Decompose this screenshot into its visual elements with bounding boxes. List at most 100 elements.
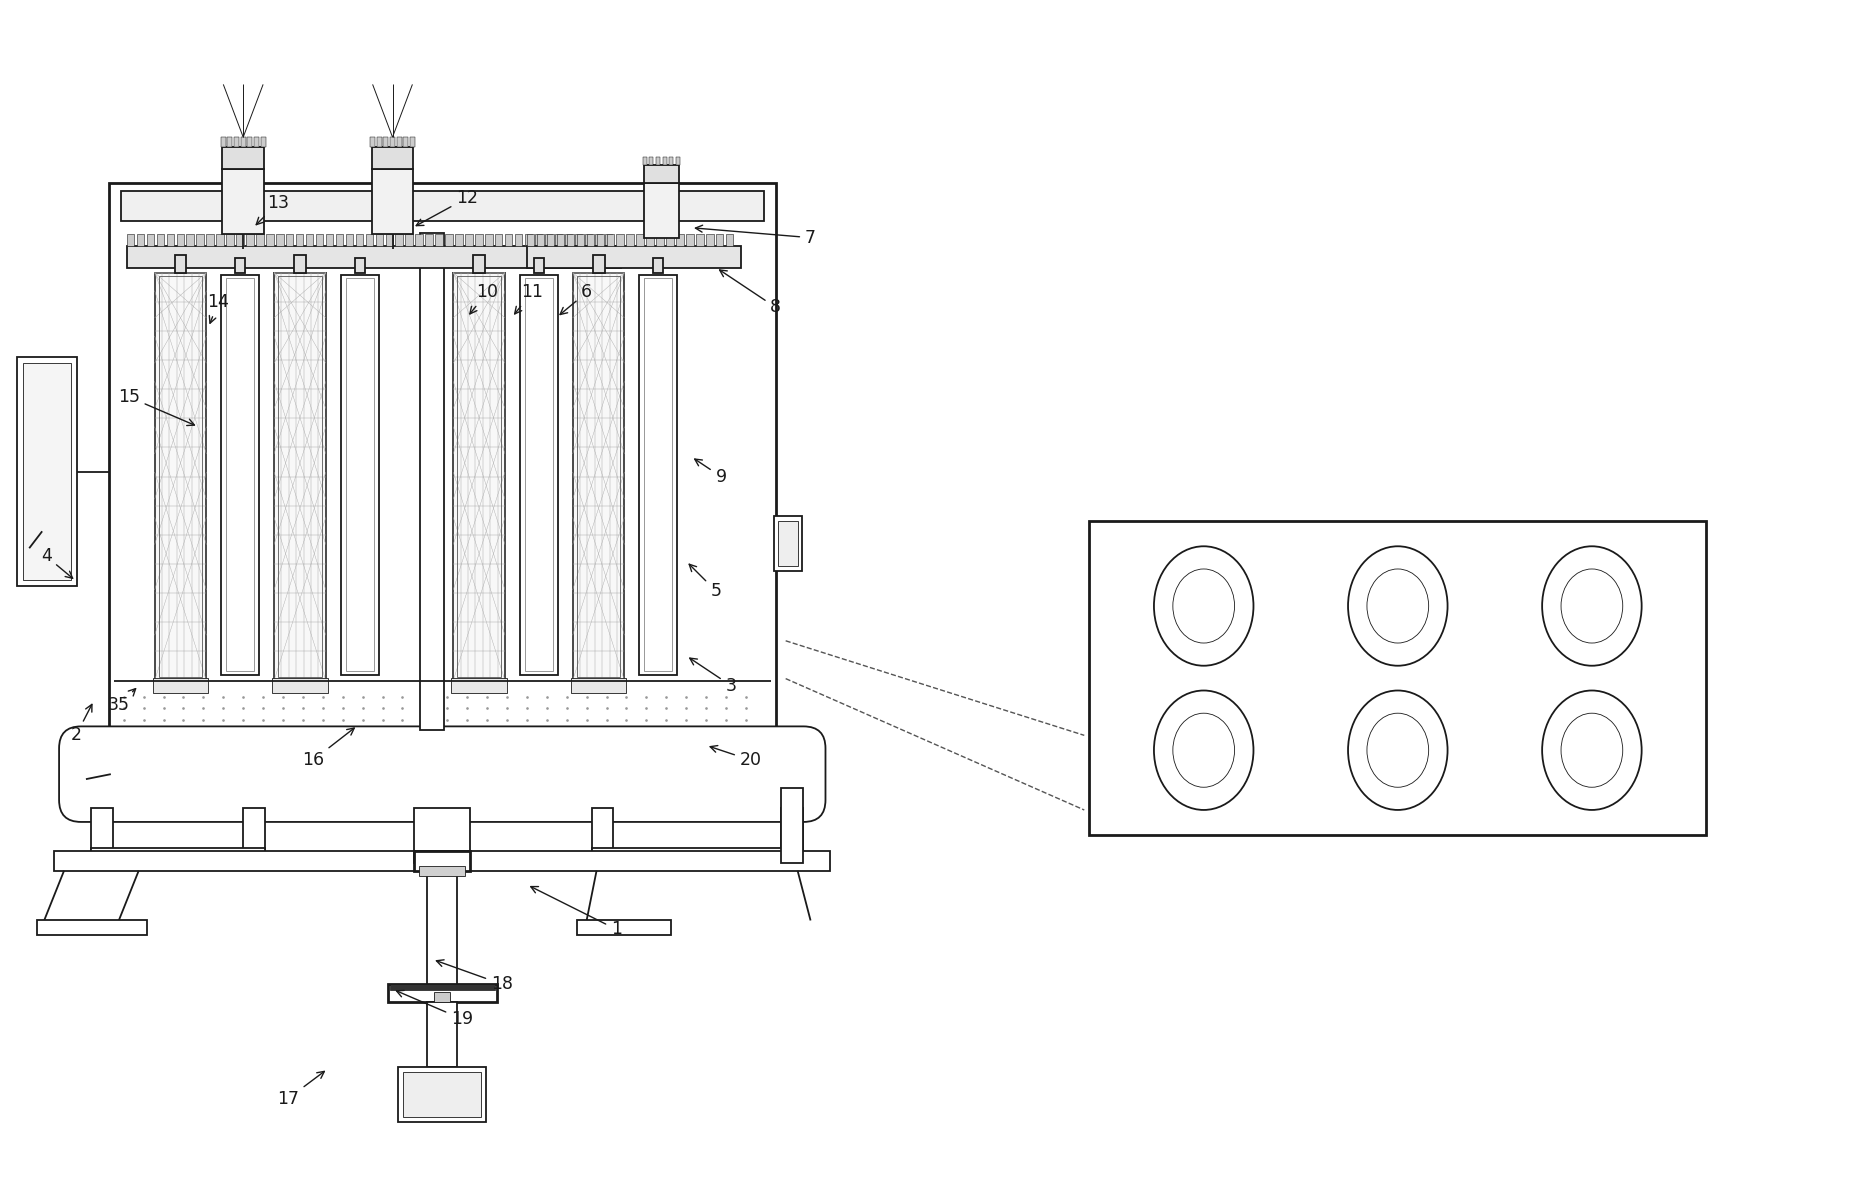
Ellipse shape [1562, 569, 1623, 643]
Bar [17, 357, 76, 586]
Bar [383, 137, 388, 148]
Ellipse shape [1562, 713, 1623, 787]
Bar [371, 169, 414, 233]
Bar [227, 233, 234, 245]
Bar [414, 850, 470, 871]
Bar [24, 363, 71, 580]
Bar [152, 678, 208, 692]
Ellipse shape [1367, 713, 1428, 787]
Bar [241, 137, 245, 148]
Ellipse shape [1348, 547, 1448, 666]
Text: 35: 35 [108, 688, 136, 715]
Bar [592, 848, 802, 862]
Bar [685, 233, 695, 245]
Ellipse shape [1153, 691, 1253, 810]
Bar [587, 233, 594, 245]
Text: 20: 20 [709, 746, 761, 769]
Bar [345, 233, 353, 245]
Text: 18: 18 [436, 960, 513, 993]
Bar [370, 137, 375, 148]
Bar [186, 233, 193, 245]
Text: 4: 4 [41, 547, 72, 579]
Bar [639, 274, 678, 674]
Bar [453, 273, 505, 680]
Bar [54, 850, 830, 871]
Bar [275, 273, 325, 680]
Bar [535, 233, 542, 245]
Bar [526, 233, 533, 245]
Bar [605, 233, 613, 245]
Ellipse shape [1367, 569, 1428, 643]
Bar [557, 233, 565, 245]
Ellipse shape [1153, 547, 1253, 666]
Bar [410, 137, 414, 148]
Ellipse shape [1174, 569, 1235, 643]
Bar [399, 1067, 487, 1122]
Bar [175, 255, 186, 273]
Bar [397, 137, 401, 148]
Ellipse shape [1541, 547, 1642, 666]
Bar [256, 233, 264, 245]
Bar [121, 191, 763, 220]
Bar [427, 871, 457, 990]
Bar [656, 233, 663, 245]
Ellipse shape [1348, 691, 1448, 810]
Bar [778, 522, 799, 566]
Bar [366, 233, 373, 245]
Bar [236, 233, 243, 245]
Bar [420, 232, 444, 730]
Bar [156, 233, 163, 245]
Bar [706, 233, 713, 245]
Bar [457, 276, 501, 676]
Bar [578, 276, 620, 676]
Bar [464, 233, 474, 245]
Bar [91, 848, 266, 862]
Bar [496, 233, 503, 245]
Bar [206, 233, 214, 245]
Bar [295, 233, 303, 245]
Bar [390, 137, 396, 148]
Bar [416, 233, 423, 245]
Bar [656, 157, 659, 166]
Bar [110, 183, 776, 730]
Bar [774, 517, 802, 572]
Text: 15: 15 [117, 388, 195, 425]
Bar [451, 678, 507, 692]
Bar [663, 157, 667, 166]
Bar [643, 157, 646, 166]
Bar [578, 921, 670, 935]
Bar [247, 137, 253, 148]
Bar [158, 276, 202, 676]
Bar [126, 245, 622, 268]
Bar [126, 233, 134, 245]
Bar [555, 233, 563, 245]
Bar [247, 233, 254, 245]
Bar [221, 137, 227, 148]
Bar [572, 273, 624, 680]
Bar [420, 866, 464, 875]
Ellipse shape [1541, 691, 1642, 810]
Ellipse shape [1174, 713, 1235, 787]
Bar [654, 257, 663, 273]
Bar [566, 233, 574, 245]
Bar [726, 233, 734, 245]
Text: 1: 1 [531, 886, 622, 939]
Bar [514, 233, 522, 245]
Bar [570, 678, 626, 692]
Bar [596, 233, 604, 245]
Bar [293, 255, 306, 273]
Bar [154, 273, 206, 680]
Bar [286, 233, 293, 245]
Bar [446, 233, 453, 245]
Bar [544, 233, 552, 245]
Text: 5: 5 [689, 565, 722, 600]
Bar [277, 233, 284, 245]
Bar [243, 807, 266, 862]
Bar [227, 279, 254, 671]
Bar [435, 992, 449, 1002]
Bar [390, 984, 496, 990]
Bar [260, 137, 266, 148]
Bar [396, 233, 403, 245]
Bar [546, 233, 553, 245]
Bar [533, 257, 544, 273]
